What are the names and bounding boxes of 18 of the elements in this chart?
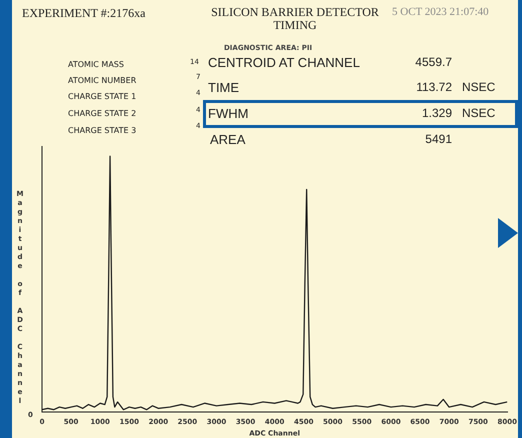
text: CHARGE STATE 1	[68, 92, 136, 101]
text: NSEC	[462, 80, 496, 94]
text: FWHM	[208, 106, 248, 121]
text: TIME	[208, 80, 240, 95]
text: ATOMIC MASS	[68, 60, 124, 69]
text: NSEC	[462, 106, 496, 120]
text: 113.72	[416, 80, 452, 94]
chart-subtitle: SILICON BARRIER DETECTOR TIMING	[210, 5, 380, 32]
chart-title: EXPERIMENT #:2176xa	[22, 6, 146, 21]
text: 1.329	[422, 106, 452, 120]
text: CHARGE STATE 2	[68, 109, 136, 118]
text: 5491	[425, 132, 452, 146]
text: AREA	[210, 132, 246, 147]
text: CENTROID AT CHANNEL	[208, 55, 360, 70]
text: 4559.7	[415, 55, 452, 69]
text: CHARGE STATE 3	[68, 126, 136, 135]
text: 5 OCT 2023 21:07:40	[392, 6, 489, 18]
text: ATOMIC NUMBER	[68, 76, 136, 85]
